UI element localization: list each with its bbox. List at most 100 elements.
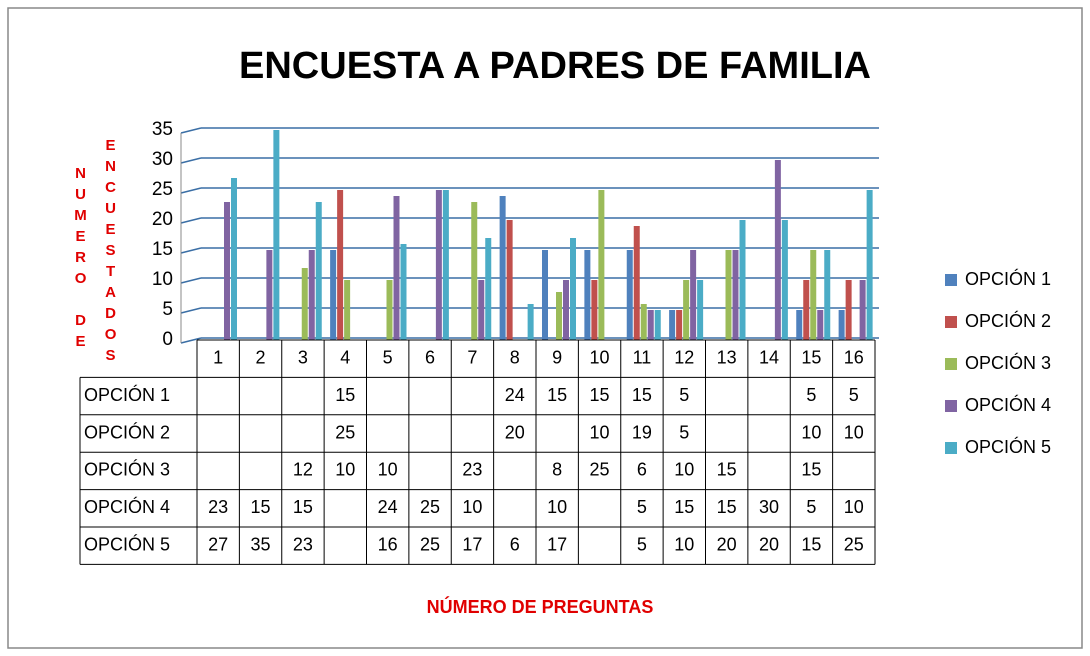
bar <box>273 130 280 340</box>
grid-line <box>180 307 202 314</box>
legend-label: OPCIÓN 3 <box>965 352 1051 373</box>
table-cell: 16 <box>378 534 398 554</box>
table-cell: 24 <box>505 385 525 405</box>
x-tick-label: 3 <box>298 347 308 367</box>
table-cell: 5 <box>637 497 647 517</box>
bar <box>690 250 697 340</box>
y-axis-title: ENCUESTADOS <box>102 137 119 368</box>
legend-label: OPCIÓN 1 <box>965 268 1051 289</box>
table-cell: 8 <box>552 460 562 480</box>
grid-line <box>180 187 202 194</box>
bar <box>654 310 661 340</box>
bar <box>478 280 485 340</box>
table-row-label: OPCIÓN 2 <box>84 421 170 442</box>
x-tick-label: 2 <box>256 347 266 367</box>
bar <box>591 280 598 340</box>
bar <box>725 250 732 340</box>
table-cell: 10 <box>590 422 610 442</box>
grid-line <box>180 337 202 344</box>
table-cell: 5 <box>806 385 816 405</box>
table-cell: 10 <box>844 497 864 517</box>
bar <box>824 250 831 340</box>
bar <box>866 190 873 340</box>
table-cell: 23 <box>462 460 482 480</box>
table-cell: 30 <box>759 497 779 517</box>
bar <box>584 250 591 340</box>
bar <box>570 238 576 340</box>
table-cell: 15 <box>335 385 355 405</box>
legend-label: OPCIÓN 5 <box>965 436 1051 457</box>
bar <box>647 310 654 340</box>
bar <box>859 280 866 340</box>
bar <box>633 226 640 340</box>
bar <box>224 202 230 340</box>
bar <box>640 304 647 340</box>
x-tick-label: 1 <box>213 347 223 367</box>
table-cell: 15 <box>801 460 821 480</box>
grid-line <box>180 127 202 134</box>
table-cell: 10 <box>378 460 398 480</box>
y-tick-label: 20 <box>152 209 173 230</box>
bar <box>781 220 788 340</box>
bar <box>556 292 562 340</box>
table-cell: 15 <box>293 497 313 517</box>
table-cell: 20 <box>717 534 737 554</box>
chart-title: ENCUESTA A PADRES DE FAMILIA <box>239 45 871 87</box>
bar <box>499 196 506 340</box>
bar <box>231 178 237 340</box>
x-tick-label: 8 <box>510 347 520 367</box>
bar <box>400 244 407 340</box>
x-tick-label: 15 <box>801 347 821 367</box>
bar <box>435 190 442 340</box>
y-tick-label: 0 <box>162 329 173 350</box>
table-cell: 10 <box>462 497 482 517</box>
table-cell: 5 <box>806 497 816 517</box>
table-cell: 12 <box>293 460 313 480</box>
table-cell: 27 <box>208 534 228 554</box>
table-cell: 5 <box>679 422 689 442</box>
grid-line <box>180 247 202 254</box>
bar <box>669 310 676 340</box>
bar <box>266 250 273 340</box>
table-cell: 15 <box>251 497 271 517</box>
table-cell: 5 <box>637 534 647 554</box>
y-tick-label: 10 <box>152 269 173 290</box>
x-tick-label: 11 <box>633 347 652 367</box>
x-tick-label: 13 <box>717 347 737 367</box>
x-tick-label: 6 <box>425 347 435 367</box>
bar <box>626 250 633 340</box>
table-cell: 6 <box>510 534 520 554</box>
table-cell: 23 <box>293 534 313 554</box>
bar <box>344 280 351 340</box>
bar <box>386 280 393 340</box>
x-tick-label: 9 <box>552 347 562 367</box>
bar <box>301 268 308 340</box>
x-axis-title: NÚMERO DE PREGUNTAS <box>427 596 654 617</box>
table-cell: 15 <box>717 460 737 480</box>
table-cell: 17 <box>547 534 567 554</box>
table-cell: 5 <box>679 385 689 405</box>
bar <box>337 190 344 340</box>
bar <box>683 280 690 340</box>
bar <box>697 280 704 340</box>
bar <box>563 280 569 340</box>
table-cell: 10 <box>801 422 821 442</box>
x-tick-label: 10 <box>590 347 610 367</box>
table-row-label: OPCIÓN 4 <box>84 496 170 517</box>
x-tick-label: 5 <box>383 347 393 367</box>
table-cell: 15 <box>801 534 821 554</box>
table-cell: 25 <box>844 534 864 554</box>
bar <box>485 238 492 340</box>
table-cell: 15 <box>590 385 610 405</box>
bar <box>845 280 852 340</box>
table-cell: 15 <box>547 385 567 405</box>
x-tick-label: 14 <box>759 347 779 367</box>
x-tick-label: 12 <box>674 347 694 367</box>
table-cell: 5 <box>849 385 859 405</box>
grid-line <box>180 217 202 224</box>
bar <box>527 304 534 340</box>
grid-line <box>180 157 202 164</box>
x-tick-label: 7 <box>467 347 477 367</box>
bar <box>542 250 548 340</box>
